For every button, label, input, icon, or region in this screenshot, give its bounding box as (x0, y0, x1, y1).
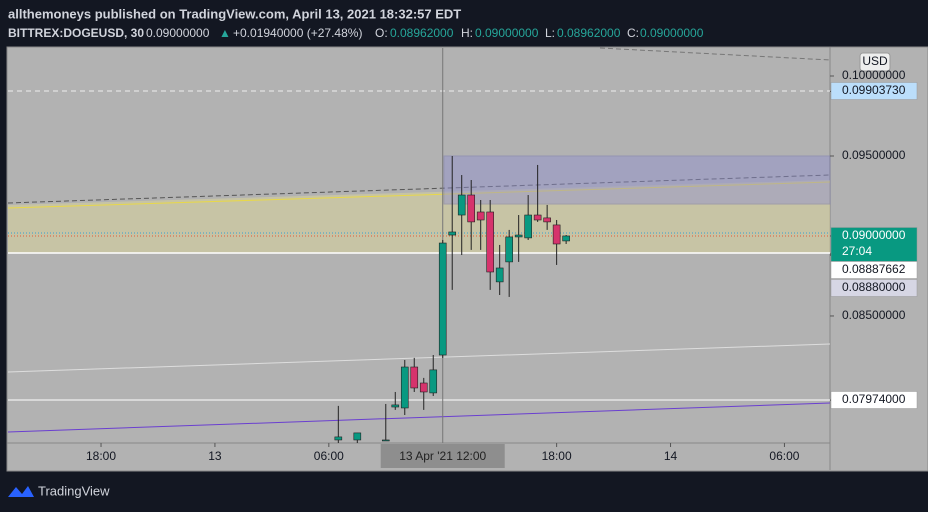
candle-body (410, 366, 419, 389)
channel-fill (8, 180, 830, 253)
price-label: 0.07974000 (842, 392, 906, 406)
x-tick-label: 13 (208, 449, 222, 463)
h-label: H: (461, 26, 473, 40)
publisher: allthemoneys published on TradingView.co… (8, 6, 461, 21)
range-box (443, 155, 831, 205)
candle-body (400, 366, 409, 409)
price-label: 0.08880000 (842, 280, 906, 294)
x-tick-label: 14 (664, 449, 678, 463)
candle-body (429, 369, 438, 394)
c-label: C: (627, 26, 639, 40)
drawings (7, 47, 831, 433)
candle-body (514, 234, 523, 238)
dashed-trend-top (599, 47, 831, 61)
price-label-box (830, 391, 918, 409)
footer: TradingView (8, 483, 110, 498)
price-label: 0.08887662 (842, 262, 906, 276)
x-tick-label: 18:00 (542, 449, 572, 463)
candle-body (334, 436, 343, 441)
candle-body (467, 194, 476, 223)
chart-frame (6, 46, 928, 472)
x-tick-label: 06:00 (769, 449, 799, 463)
candle-body (505, 236, 513, 263)
price-label-box (830, 279, 918, 297)
y-tick-label: 0.08500000 (842, 308, 906, 322)
arrow: ▲ (219, 26, 231, 40)
c: 0.09000000 (640, 26, 704, 40)
currency-box (859, 52, 891, 72)
candle-body (448, 231, 457, 236)
candle-body (495, 267, 504, 283)
change: +0.01940000 (+27.48%) (233, 26, 362, 40)
candle-body (524, 214, 532, 239)
o: 0.08962000 (390, 26, 454, 40)
crosshair-box (380, 444, 505, 468)
symbol: BITTREX:DOGEUSD, 30 (8, 26, 144, 40)
channel-line (7, 181, 831, 209)
price-label-box (830, 82, 918, 100)
l: 0.08962000 (557, 26, 621, 40)
currency: USD (862, 54, 888, 68)
trend-line (7, 343, 831, 373)
last: 0.09000000 (146, 26, 210, 40)
candle-body (419, 382, 428, 393)
candle-body (476, 211, 485, 221)
h: 0.09000000 (475, 26, 539, 40)
candle-body (381, 439, 390, 442)
candle-body (438, 242, 447, 356)
x-tick-label: 18:00 (86, 449, 116, 463)
candle-body (533, 214, 542, 221)
price-label: 0.09000000 (842, 228, 906, 242)
legend-row: BITTREX:DOGEUSD, 30 0.09000000 ▲ +0.0194… (8, 26, 704, 40)
candle-body (457, 194, 466, 216)
candle-body (552, 224, 561, 245)
candle-body (486, 211, 494, 273)
candle-body (353, 432, 362, 441)
crosshair-label: 13 Apr '21 12:00 (399, 449, 486, 463)
logo (8, 486, 34, 497)
l-label: L: (545, 26, 555, 40)
dashed-trend (7, 174, 831, 204)
price-label: 0.09903730 (842, 83, 906, 97)
candle-body (562, 235, 570, 242)
x-tick-label: 06:00 (314, 449, 344, 463)
price-label-box (830, 261, 918, 279)
marks (100, 48, 834, 447)
candle-body (543, 217, 551, 223)
brand: TradingView (38, 483, 110, 498)
candle-body (391, 404, 400, 408)
price-timer: 27:04 (842, 244, 872, 258)
trend-line-purple (7, 402, 831, 433)
y-tick-label: 0.10000000 (842, 68, 906, 82)
price-label-box (830, 227, 918, 262)
y-tick-label: 0.09500000 (842, 148, 906, 162)
o-label: O: (375, 26, 388, 40)
